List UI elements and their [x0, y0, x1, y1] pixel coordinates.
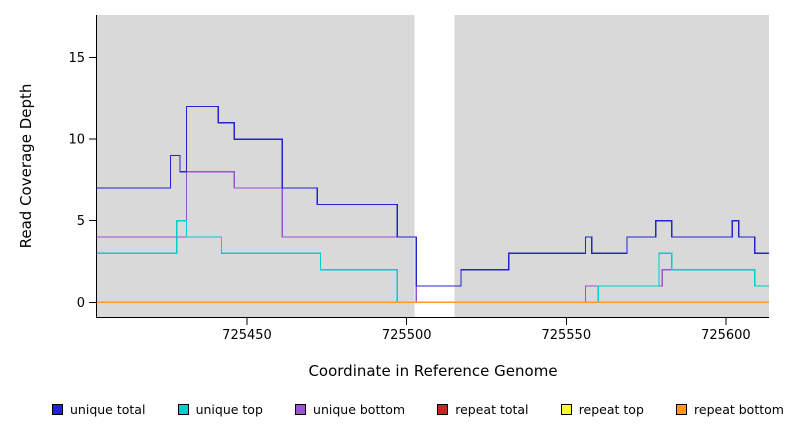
x-tick-label: 725600 — [701, 328, 751, 343]
legend-swatch — [437, 403, 449, 415]
panel-region — [454, 15, 769, 317]
legend-item-unique-bottom: unique bottom — [295, 402, 405, 417]
legend-label: repeat total — [455, 401, 529, 417]
legend-swatch — [177, 403, 189, 415]
y-axis-label: Read Coverage Depth — [17, 83, 35, 249]
y-tick-label: 15 — [68, 51, 85, 66]
y-tick-label: 5 — [77, 214, 85, 229]
legend-label: repeat bottom — [694, 401, 784, 417]
legend-label: unique bottom — [313, 401, 406, 417]
x-axis-label: Coordinate in Reference Genome — [308, 362, 558, 380]
legend-item-unique-total: unique total — [52, 402, 145, 417]
legend-label: unique total — [70, 401, 146, 417]
series-unique-total — [97, 105, 769, 287]
legend-item-repeat-top: repeat top — [560, 401, 644, 417]
panel-region — [97, 15, 415, 317]
legend-item-unique-top: unique top — [177, 401, 263, 417]
series-unique-top — [97, 220, 769, 303]
x-tick-label: 725500 — [382, 328, 432, 343]
legend: unique total unique top unique bottom repea… — [52, 400, 784, 418]
x-tick-label: 725450 — [222, 328, 272, 343]
legend-swatch — [676, 403, 688, 415]
legend-swatch — [560, 403, 572, 415]
legend-item-repeat-bottom: repeat bottom — [676, 402, 784, 417]
legend-swatch — [52, 403, 63, 415]
legend-label: unique top — [195, 401, 263, 417]
x-tick-label: 725550 — [541, 328, 591, 343]
y-tick-label: 10 — [68, 133, 85, 148]
legend-swatch — [295, 403, 307, 415]
legend-label: repeat top — [578, 401, 644, 417]
legend-item-repeat-total: repeat total — [437, 401, 529, 417]
y-tick-label: 0 — [77, 296, 85, 311]
